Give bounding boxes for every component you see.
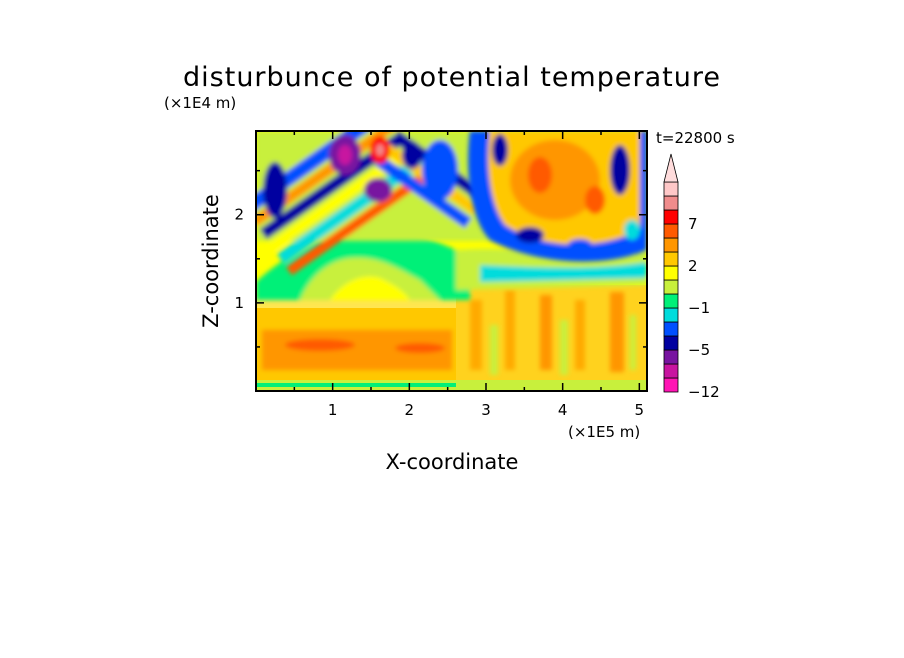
- colorbar-swatch: [663, 377, 679, 393]
- colorbar-label: −12: [688, 383, 720, 401]
- x-axis: 1 2 3 4 5: [293, 131, 645, 419]
- wave-orange: [256, 131, 397, 227]
- x-unit-label: (×1E5 m): [568, 423, 640, 441]
- plume-cool: [490, 325, 498, 375]
- colorbar-swatch: [663, 363, 679, 379]
- upper-right-cold: [568, 239, 592, 251]
- plume: [505, 290, 515, 370]
- y-axis-label: Z-coordinate: [199, 194, 223, 328]
- upper-right-hot: [528, 157, 552, 193]
- wave-red: [286, 169, 432, 276]
- lower-core-spot: [395, 343, 445, 353]
- chart-title: disturbunce of potential temperature: [183, 62, 721, 93]
- mid-yellow-patch: [330, 276, 410, 300]
- plume-cool: [630, 315, 636, 370]
- colorbar-label: −5: [688, 341, 710, 359]
- y-axis: 12: [234, 169, 647, 348]
- plot-frame: [255, 130, 648, 392]
- y-tick-label: 2: [234, 206, 244, 224]
- heatmap-field: [256, 131, 647, 391]
- colorbar-swatch: [663, 181, 679, 197]
- cold-core: [402, 141, 422, 169]
- wave-yellow: [269, 144, 415, 251]
- x-tick-label: 1: [328, 401, 338, 419]
- upper-right-hot: [585, 186, 605, 214]
- cold-core: [364, 178, 392, 202]
- upper-right-core: [510, 140, 600, 220]
- upper-right-cold: [516, 227, 544, 243]
- right-mid-cyan: [480, 262, 647, 282]
- x-tick-label: 4: [558, 401, 568, 419]
- x-tick-label: 2: [405, 401, 415, 419]
- colorbar-swatch: [663, 349, 679, 365]
- colorbar-swatch: [663, 321, 679, 337]
- lower-core-spot: [285, 339, 355, 351]
- colorbar-swatch: [663, 209, 679, 225]
- colorbar-swatch: [663, 251, 679, 267]
- time-label: t=22800 s: [656, 129, 735, 147]
- y-unit-label: (×1E4 m): [164, 94, 236, 112]
- colorbar-swatch: [663, 237, 679, 253]
- plume: [540, 295, 552, 370]
- plume: [470, 300, 482, 370]
- plume-cool: [560, 320, 568, 375]
- cold-core-left: [263, 162, 287, 218]
- x-axis-label: X-coordinate: [386, 450, 519, 474]
- colorbar-swatch: [663, 335, 679, 351]
- colorbar-swatch: [663, 279, 679, 295]
- wave-blue: [374, 155, 472, 229]
- colorbar-label: 2: [688, 257, 698, 275]
- colorbar-extend-arrow: [663, 153, 679, 183]
- upper-right-cold: [492, 134, 508, 166]
- x-tick-label: 5: [635, 401, 645, 419]
- colorbar-swatch: [663, 293, 679, 309]
- wave-darkblue: [259, 131, 407, 240]
- colorbar-swatch: [663, 265, 679, 281]
- colorbar-swatch: [663, 307, 679, 323]
- plume: [610, 292, 624, 372]
- upper-right-cyan: [624, 220, 640, 240]
- plume: [575, 300, 585, 370]
- colorbar: 7 2 −1 −5 −12: [663, 153, 720, 401]
- colorbar-swatch: [663, 195, 679, 211]
- colorbar-swatch: [663, 223, 679, 239]
- upper-right-cold: [610, 145, 630, 195]
- colorbar-label: −1: [688, 299, 710, 317]
- surface-layer-cool: [256, 383, 456, 387]
- cold-core-inner: [338, 145, 352, 165]
- colorbar-label: 7: [688, 215, 698, 233]
- cold-region: [422, 140, 458, 200]
- y-tick-label: 1: [234, 294, 244, 312]
- warm-core-inner: [376, 144, 384, 156]
- x-tick-label: 3: [481, 401, 491, 419]
